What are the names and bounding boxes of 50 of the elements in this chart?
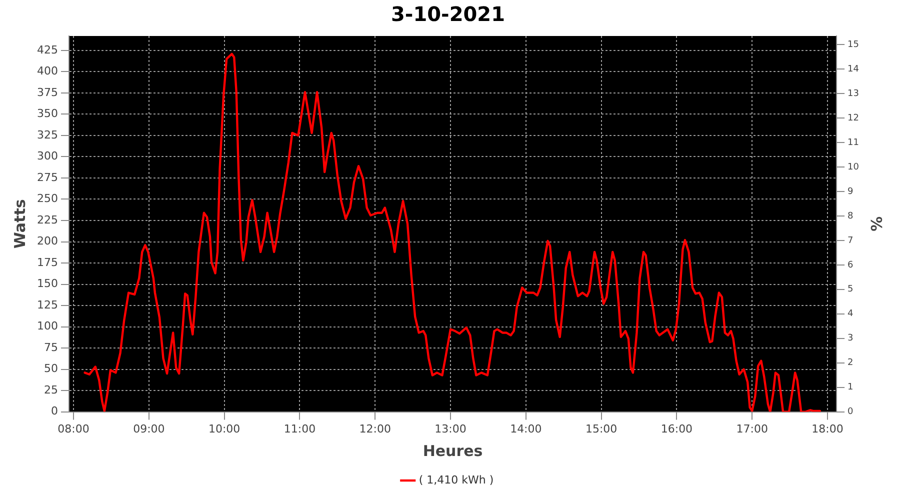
y-tick-label: 150 xyxy=(36,277,58,290)
y-tick-label: 100 xyxy=(36,320,58,333)
x-tick-label: 17:00 xyxy=(736,422,768,436)
y2-tick-label: 15 xyxy=(848,40,859,50)
y2-tick-label: 1 xyxy=(848,382,854,393)
x-tick-label: 18:00 xyxy=(812,422,844,436)
x-tick-label: 16:00 xyxy=(660,422,693,436)
y2-tick-label: 5 xyxy=(848,284,854,295)
x-tick-label: 09:00 xyxy=(133,422,165,436)
y-tick-label: 425 xyxy=(36,43,58,56)
y2-tick-label: 10 xyxy=(848,162,860,172)
y-tick-label: 0 xyxy=(50,404,58,418)
y2-tick-label: 3 xyxy=(848,334,854,344)
y2-tick-label: 6 xyxy=(848,260,854,270)
chart-title: 3-10-2021 xyxy=(390,2,506,26)
y-axis-title: Watts xyxy=(10,199,29,249)
x-tick-label: 12:00 xyxy=(359,422,391,436)
y-tick-label: 375 xyxy=(36,86,58,99)
y-tick-label: 400 xyxy=(36,64,58,78)
y-tick-label: 125 xyxy=(36,298,58,312)
y2-tick-label: 11 xyxy=(848,138,859,148)
y-tick-label: 175 xyxy=(36,256,58,269)
y2-tick-label: 12 xyxy=(848,113,859,124)
y-tick-label: 350 xyxy=(36,107,58,120)
y-tick-label: 225 xyxy=(36,213,58,226)
x-tick-label: 08:00 xyxy=(58,422,90,436)
x-axis-title: Heures xyxy=(422,442,483,460)
x-tick-label: 11:00 xyxy=(284,422,316,436)
y2-tick-label: 7 xyxy=(848,236,854,246)
x-tick-label: 13:00 xyxy=(434,422,466,436)
y2-tick-label: 2 xyxy=(848,358,854,368)
y2-tick-label: 14 xyxy=(848,64,860,74)
y2-tick-label: 13 xyxy=(848,88,859,99)
y-tick-label: 275 xyxy=(36,170,58,184)
x-tick-label: 10:00 xyxy=(208,422,240,436)
y-tick-label: 250 xyxy=(36,192,58,206)
y-tick-label: 50 xyxy=(44,362,58,376)
x-tick-label: 15:00 xyxy=(585,422,618,436)
y2-tick-label: 8 xyxy=(848,211,854,222)
y-tick-label: 300 xyxy=(36,150,58,163)
y-tick-label: 325 xyxy=(36,128,58,142)
y-tick-label: 200 xyxy=(36,234,58,248)
y2-axis-title: % xyxy=(867,216,886,232)
x-tick-label: 14:00 xyxy=(510,422,542,436)
y2-tick-label: 4 xyxy=(848,309,854,320)
y2-tick-label: 0 xyxy=(848,407,854,418)
y-tick-label: 25 xyxy=(44,383,58,396)
y-tick-label: 75 xyxy=(44,340,58,354)
y2-tick-label: 9 xyxy=(848,186,854,197)
legend-label: ( 1,410 kWh ) xyxy=(418,473,494,486)
